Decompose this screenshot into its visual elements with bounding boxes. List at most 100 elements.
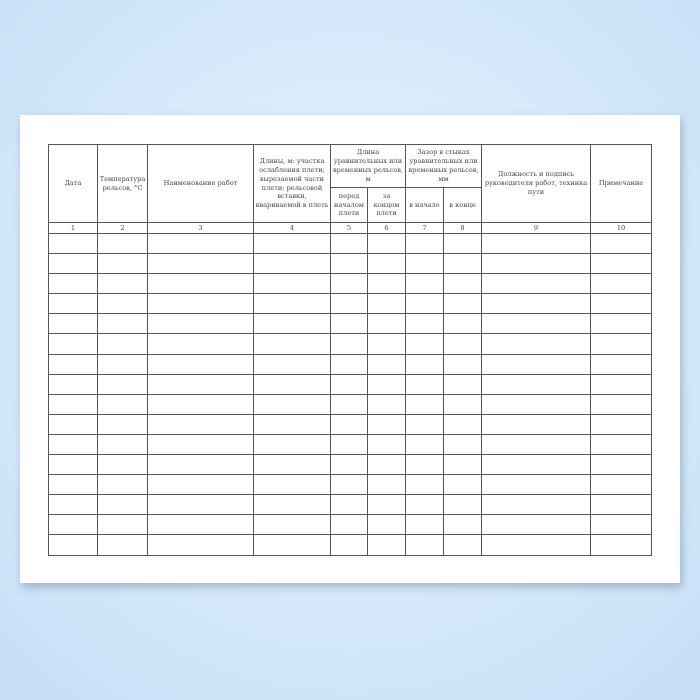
table-cell[interactable]	[330, 514, 368, 536]
table-cell[interactable]	[253, 534, 331, 556]
table-cell[interactable]	[366, 333, 407, 355]
table-cell[interactable]	[405, 454, 445, 476]
table-cell[interactable]	[366, 494, 407, 516]
table-cell[interactable]	[405, 373, 445, 395]
table-cell[interactable]	[253, 333, 331, 355]
table-cell[interactable]	[330, 494, 368, 516]
table-cell[interactable]	[253, 433, 331, 456]
table-cell[interactable]	[48, 413, 98, 435]
table-cell[interactable]	[48, 454, 98, 476]
table-cell[interactable]	[443, 534, 483, 556]
table-cell[interactable]	[48, 494, 98, 516]
table-cell[interactable]	[147, 494, 254, 516]
table-cell[interactable]	[147, 534, 254, 556]
table-cell[interactable]	[330, 353, 368, 375]
table-cell[interactable]	[97, 474, 148, 496]
table-cell[interactable]	[97, 253, 148, 275]
table-cell[interactable]	[48, 514, 98, 536]
table-cell[interactable]	[97, 293, 148, 315]
table-cell[interactable]	[481, 353, 592, 375]
table-cell[interactable]	[590, 433, 653, 456]
table-cell[interactable]	[590, 232, 653, 255]
table-cell[interactable]	[147, 273, 254, 295]
table-cell[interactable]	[366, 373, 407, 395]
table-cell[interactable]	[330, 534, 368, 556]
table-cell[interactable]	[366, 454, 407, 476]
table-cell[interactable]	[443, 232, 483, 255]
table-cell[interactable]	[443, 494, 483, 516]
table-cell[interactable]	[443, 433, 483, 456]
table-cell[interactable]	[97, 454, 148, 476]
table-cell[interactable]	[366, 313, 407, 335]
table-cell[interactable]	[48, 474, 98, 496]
table-cell[interactable]	[48, 433, 98, 456]
table-cell[interactable]	[481, 273, 592, 295]
table-cell[interactable]	[481, 494, 592, 516]
table-cell[interactable]	[97, 413, 148, 435]
table-cell[interactable]	[97, 313, 148, 335]
table-cell[interactable]	[481, 534, 592, 556]
table-cell[interactable]	[147, 373, 254, 395]
table-cell[interactable]	[443, 353, 483, 375]
table-cell[interactable]	[443, 373, 483, 395]
table-cell[interactable]	[330, 373, 368, 395]
table-cell[interactable]	[97, 232, 148, 255]
table-cell[interactable]	[590, 253, 653, 275]
table-cell[interactable]	[590, 293, 653, 315]
table-cell[interactable]	[405, 232, 445, 255]
table-cell[interactable]	[147, 454, 254, 476]
table-cell[interactable]	[366, 514, 407, 536]
table-cell[interactable]	[147, 353, 254, 375]
table-cell[interactable]	[481, 232, 592, 255]
table-cell[interactable]	[330, 393, 368, 415]
table-cell[interactable]	[366, 293, 407, 315]
table-cell[interactable]	[481, 333, 592, 355]
table-cell[interactable]	[147, 232, 254, 255]
table-cell[interactable]	[443, 413, 483, 435]
table-cell[interactable]	[48, 293, 98, 315]
table-cell[interactable]	[443, 253, 483, 275]
table-cell[interactable]	[405, 393, 445, 415]
table-cell[interactable]	[97, 433, 148, 456]
table-cell[interactable]	[48, 333, 98, 355]
table-cell[interactable]	[48, 353, 98, 375]
table-cell[interactable]	[253, 232, 331, 255]
table-cell[interactable]	[590, 393, 653, 415]
table-cell[interactable]	[443, 313, 483, 335]
table-cell[interactable]	[253, 293, 331, 315]
table-cell[interactable]	[147, 333, 254, 355]
table-cell[interactable]	[147, 514, 254, 536]
table-cell[interactable]	[405, 413, 445, 435]
table-cell[interactable]	[253, 494, 331, 516]
table-cell[interactable]	[253, 253, 331, 275]
table-cell[interactable]	[366, 232, 407, 255]
table-cell[interactable]	[481, 454, 592, 476]
table-cell[interactable]	[405, 293, 445, 315]
table-cell[interactable]	[97, 273, 148, 295]
table-cell[interactable]	[147, 393, 254, 415]
table-cell[interactable]	[97, 393, 148, 415]
table-cell[interactable]	[366, 253, 407, 275]
table-cell[interactable]	[48, 273, 98, 295]
table-cell[interactable]	[97, 534, 148, 556]
table-cell[interactable]	[366, 474, 407, 496]
table-cell[interactable]	[48, 232, 98, 255]
table-cell[interactable]	[590, 474, 653, 496]
table-cell[interactable]	[253, 413, 331, 435]
table-cell[interactable]	[253, 353, 331, 375]
table-cell[interactable]	[366, 413, 407, 435]
table-cell[interactable]	[97, 494, 148, 516]
table-cell[interactable]	[481, 393, 592, 415]
table-cell[interactable]	[253, 454, 331, 476]
table-cell[interactable]	[443, 514, 483, 536]
table-cell[interactable]	[147, 474, 254, 496]
table-cell[interactable]	[366, 393, 407, 415]
table-cell[interactable]	[481, 433, 592, 456]
table-cell[interactable]	[48, 373, 98, 395]
table-cell[interactable]	[481, 293, 592, 315]
table-cell[interactable]	[590, 373, 653, 395]
table-cell[interactable]	[330, 253, 368, 275]
table-cell[interactable]	[590, 534, 653, 556]
table-cell[interactable]	[330, 433, 368, 456]
table-cell[interactable]	[481, 413, 592, 435]
